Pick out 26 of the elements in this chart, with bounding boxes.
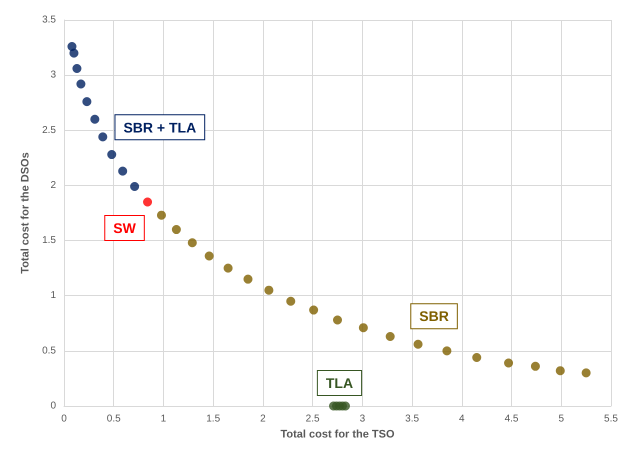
series-label: SBR + TLA [123,119,196,136]
x-tick-label: 5 [558,414,564,424]
x-tick-label: 0 [61,414,68,424]
y-tick-label: 1 [50,290,56,302]
x-axis-title: Total cost for the TSO [280,428,395,440]
x-tick-label: 3.5 [405,414,420,424]
x-tick-label: 1 [160,414,167,424]
x-tick-label: 4.5 [504,414,519,424]
series-label: TLA [326,375,354,391]
y-tick-label: 2 [50,180,56,191]
y-tick-label: 1.5 [42,235,56,246]
x-tick-label: 1.5 [206,414,221,424]
y-tick-label: 3 [50,70,56,81]
x-tick-label: 3 [360,414,366,424]
y-tick-label: 0.5 [42,345,56,356]
x-tick-label: 5.5 [604,414,618,424]
x-tick-label: 0.5 [106,414,122,424]
x-tick-label: 2.5 [306,414,320,424]
x-tick-label: 2 [260,414,266,424]
y-tick-label: 0 [50,400,56,412]
series-label: SW [113,220,137,236]
x-tick-label: 4 [459,414,466,424]
y-tick-label: 3.5 [42,14,56,26]
y-tick-label: 2.5 [42,124,56,136]
series-label: SBR [419,308,449,324]
y-axis-title: Total cost for the DSOs [20,152,32,274]
